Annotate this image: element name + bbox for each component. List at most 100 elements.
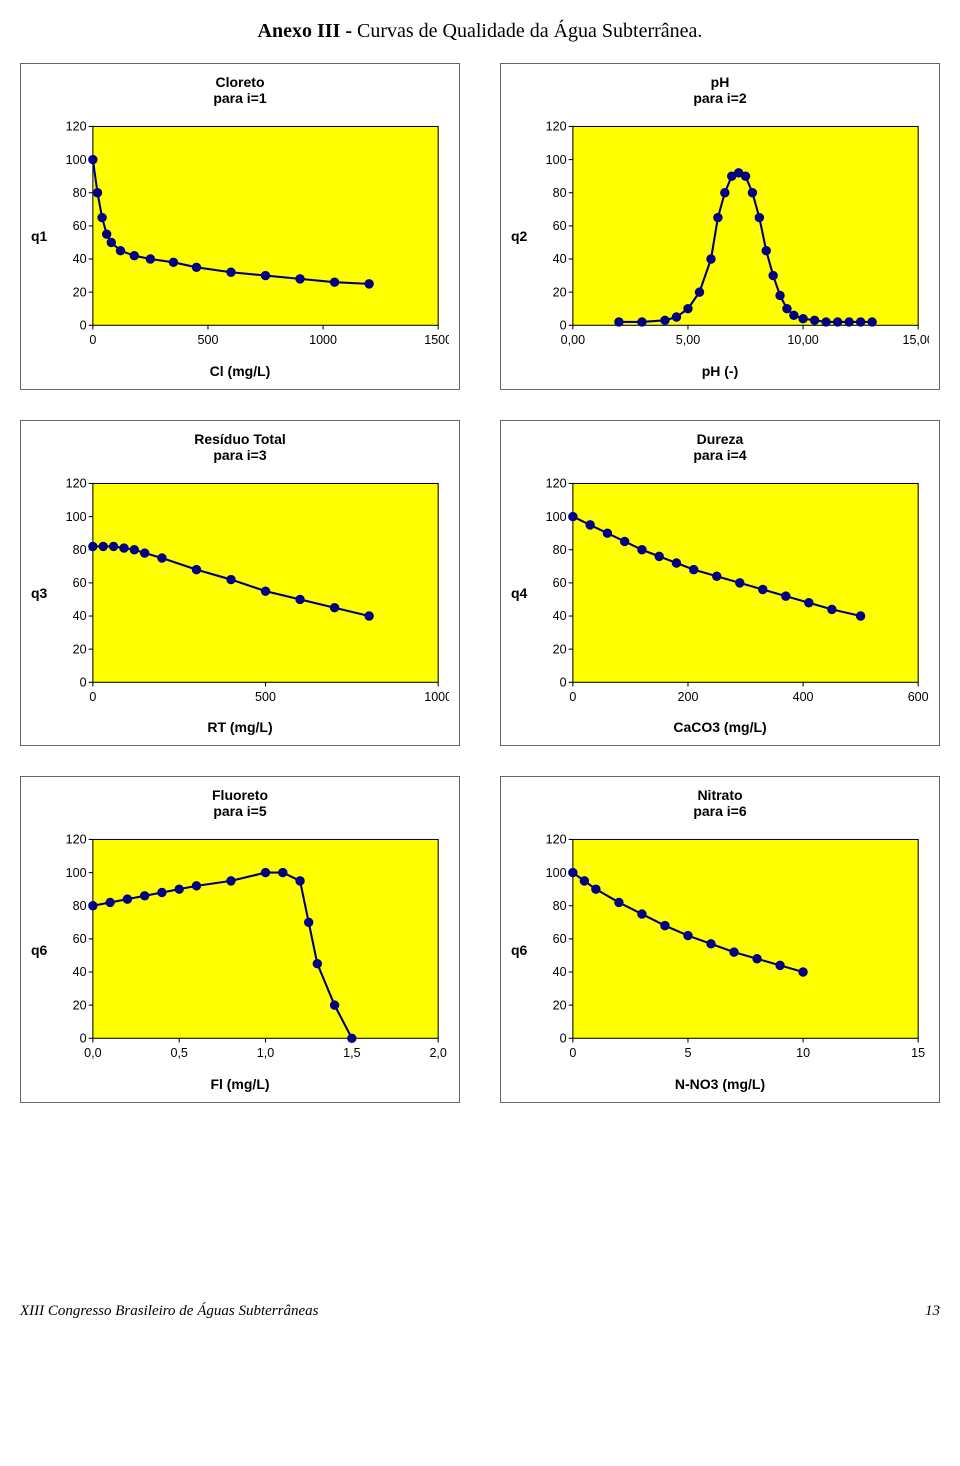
svg-text:80: 80 <box>553 186 567 200</box>
chart-box-c6: Nitrato para i=6q6020406080100120051015N… <box>500 776 940 1103</box>
svg-text:20: 20 <box>73 999 87 1013</box>
svg-text:80: 80 <box>73 543 87 557</box>
svg-text:120: 120 <box>66 476 87 490</box>
chart-box-c2: pH para i=2 q2 0 20 40 60 80 100 120 0,00 5,00 10,0… <box>500 63 940 390</box>
svg-text:60: 60 <box>73 219 87 233</box>
svg-text:40: 40 <box>73 252 87 266</box>
svg-text:60: 60 <box>553 219 567 233</box>
svg-text:60: 60 <box>553 932 567 946</box>
chart-box-c1: Cloreto para i=1q10204060801001200500100… <box>20 63 460 390</box>
svg-text:0: 0 <box>570 1046 577 1060</box>
y-axis-label: q6 <box>31 942 47 958</box>
svg-text:5: 5 <box>685 1046 692 1060</box>
svg-text:5,00: 5,00 <box>676 333 700 347</box>
svg-text:20: 20 <box>553 642 567 656</box>
svg-text:120: 120 <box>546 120 567 134</box>
svg-text:100: 100 <box>546 509 567 523</box>
svg-text:600: 600 <box>908 690 929 704</box>
chart-title: Cloreto para i=1 <box>31 74 449 106</box>
x-axis-label: CaCO3 (mg/L) <box>511 719 929 735</box>
svg-text:60: 60 <box>73 932 87 946</box>
svg-text:15,00: 15,00 <box>903 333 929 347</box>
svg-text:20: 20 <box>73 285 87 299</box>
svg-text:0: 0 <box>560 318 567 332</box>
svg-text:20: 20 <box>73 642 87 656</box>
svg-text:0: 0 <box>560 1032 567 1046</box>
svg-text:15: 15 <box>912 1046 926 1060</box>
chart-plot: 0 20 40 60 80 100 120 0 5 10 15 <box>531 829 929 1070</box>
chart-grid: Cloreto para i=1q10204060801001200500100… <box>20 63 940 1103</box>
title-rest: Curvas de Qualidade da Água Subterrânea. <box>357 20 702 42</box>
svg-text:0: 0 <box>80 318 87 332</box>
svg-text:10,00: 10,00 <box>788 333 819 347</box>
svg-text:0: 0 <box>560 675 567 689</box>
svg-text:100: 100 <box>66 866 87 880</box>
svg-text:0: 0 <box>80 1032 87 1046</box>
svg-text:0: 0 <box>570 690 577 704</box>
svg-text:40: 40 <box>553 609 567 623</box>
svg-text:80: 80 <box>73 899 87 913</box>
svg-text:500: 500 <box>255 690 276 704</box>
svg-text:0: 0 <box>90 333 97 347</box>
svg-text:100: 100 <box>546 866 567 880</box>
y-axis-label: q4 <box>511 585 527 601</box>
svg-text:500: 500 <box>198 333 219 347</box>
title-bold: Anexo III - <box>258 20 357 42</box>
chart-plot: 0 20 40 60 80 100 120 0 500 1000 1500 <box>51 116 449 357</box>
svg-text:80: 80 <box>553 543 567 557</box>
chart-box-c3: Resíduo Total para i=3 q3 0 20 40 60 80 100 120 0… <box>20 420 460 747</box>
svg-text:100: 100 <box>66 153 87 167</box>
x-axis-label: Fl (mg/L) <box>31 1076 449 1092</box>
x-axis-label: N-NO3 (mg/L) <box>511 1076 929 1092</box>
svg-text:1500: 1500 <box>425 333 449 347</box>
svg-text:120: 120 <box>546 476 567 490</box>
svg-text:200: 200 <box>678 690 699 704</box>
svg-text:0,5: 0,5 <box>171 1046 188 1060</box>
footer-left: XIII Congresso Brasileiro de Águas Subte… <box>20 1303 318 1320</box>
chart-title: Nitrato para i=6 <box>511 787 929 819</box>
chart-plot: 0 20 40 60 80 100 120 0,00 5,00 10,00 15,00 <box>531 116 929 357</box>
svg-text:20: 20 <box>553 285 567 299</box>
page-title: Anexo III - Curvas de Qualidade da Água … <box>20 20 940 43</box>
svg-text:40: 40 <box>73 609 87 623</box>
svg-text:60: 60 <box>553 576 567 590</box>
footer-right: 13 <box>925 1303 940 1320</box>
svg-text:120: 120 <box>66 833 87 847</box>
svg-text:0: 0 <box>80 675 87 689</box>
svg-text:20: 20 <box>553 999 567 1013</box>
svg-text:0,0: 0,0 <box>84 1046 101 1060</box>
y-axis-label: q2 <box>511 228 527 244</box>
svg-text:60: 60 <box>73 576 87 590</box>
svg-text:100: 100 <box>66 509 87 523</box>
svg-text:80: 80 <box>73 186 87 200</box>
svg-text:400: 400 <box>793 690 814 704</box>
svg-text:0: 0 <box>90 690 97 704</box>
svg-text:120: 120 <box>66 120 87 134</box>
svg-text:120: 120 <box>546 833 567 847</box>
svg-text:100: 100 <box>546 153 567 167</box>
chart-plot: 0 20 40 60 80 100 120 0,0 0,5 1,0 1,5 2,0 <box>51 829 449 1070</box>
svg-text:40: 40 <box>73 966 87 980</box>
chart-box-c4: Dureza para i=4 q4 0 20 40 60 80 100 120 0 200 400 6… <box>500 420 940 747</box>
chart-plot: 0 20 40 60 80 100 120 0 200 400 600 <box>531 473 929 714</box>
chart-title: pH para i=2 <box>511 74 929 106</box>
svg-text:1,0: 1,0 <box>257 1046 274 1060</box>
chart-title: Resíduo Total para i=3 <box>31 431 449 463</box>
chart-title: Dureza para i=4 <box>511 431 929 463</box>
svg-text:1000: 1000 <box>425 690 449 704</box>
footer: XIII Congresso Brasileiro de Águas Subte… <box>20 1303 940 1320</box>
svg-text:40: 40 <box>553 252 567 266</box>
svg-text:1000: 1000 <box>309 333 337 347</box>
svg-text:40: 40 <box>553 966 567 980</box>
svg-text:2,0: 2,0 <box>430 1046 447 1060</box>
chart-title: Fluoreto para i=5 <box>31 787 449 819</box>
x-axis-label: pH (-) <box>511 363 929 379</box>
x-axis-label: RT (mg/L) <box>31 719 449 735</box>
svg-text:80: 80 <box>553 899 567 913</box>
svg-text:1,5: 1,5 <box>343 1046 360 1060</box>
x-axis-label: Cl (mg/L) <box>31 363 449 379</box>
y-axis-label: q3 <box>31 585 47 601</box>
svg-text:10: 10 <box>796 1046 810 1060</box>
chart-box-c5: Fluoreto para i=5 q6 0 20 40 60 80 100 120 0,0 0,5… <box>20 776 460 1103</box>
svg-text:0,00: 0,00 <box>561 333 585 347</box>
